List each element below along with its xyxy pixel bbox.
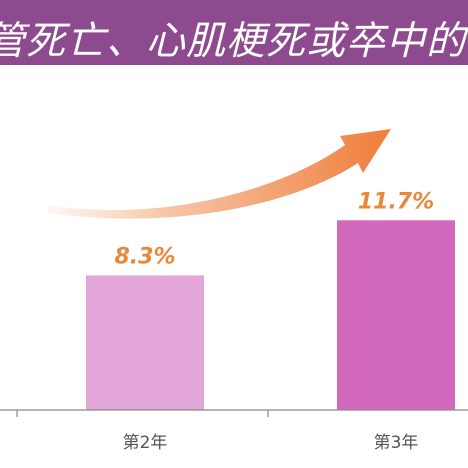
- bar-2: [337, 220, 455, 410]
- data-label-1: 8.3%: [114, 244, 175, 269]
- x-tick-label-2: 第3年: [374, 433, 419, 453]
- data-label-2: 11.7%: [358, 189, 434, 214]
- bar-1: [86, 275, 204, 410]
- title-banner: 管死亡、心肌梗死或卒中的累积发: [0, 0, 468, 65]
- x-tick-label-1: 第2年: [123, 433, 168, 453]
- trend-arrow: [48, 129, 391, 219]
- chart-title: 管死亡、心肌梗死或卒中的累积发: [0, 19, 468, 64]
- trend-arrow-body: [48, 129, 391, 219]
- bar-chart: 8.3% 11.7% 第2年 第3年: [0, 129, 468, 453]
